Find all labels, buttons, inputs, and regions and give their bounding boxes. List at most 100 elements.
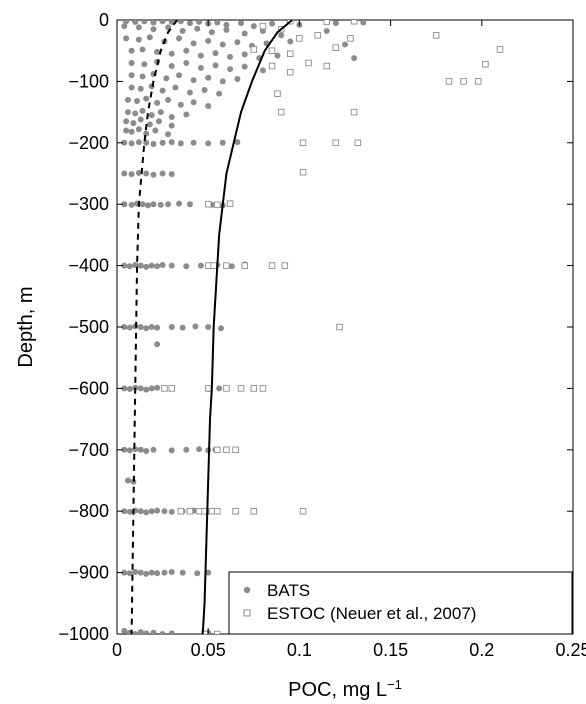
bats-point [234,39,241,46]
x-axis-title: POC, mg L−1 [288,677,402,702]
estoc-point [332,139,340,147]
bats-point [137,569,144,576]
bats-point [154,48,161,55]
estoc-point [299,169,307,176]
bats-point [143,170,150,177]
bats-point [130,120,137,127]
bats-point [176,72,183,79]
bats-point [228,263,235,270]
bats-point [205,74,212,81]
bats-point [124,109,131,116]
bats-point [219,78,226,85]
estoc-point [314,32,321,39]
bats-point [143,630,150,634]
bats-point [332,20,339,27]
bats-point [159,87,166,94]
bats-point [137,446,144,453]
bats-point [148,569,155,576]
bats-point [126,386,133,393]
estoc-point [445,78,453,85]
dashed-curve [130,19,178,635]
bats-point [154,384,161,391]
bats-point [168,63,175,70]
bats-point [128,128,135,135]
estoc-point [323,20,331,26]
bats-point [137,629,144,634]
x-tick-label: 0 [112,640,122,660]
bats-point [159,261,166,268]
estoc-point [274,90,281,97]
bats-point [227,66,234,73]
y-tick-label: −300 [68,194,109,214]
bats-point [126,508,133,515]
plot-area [116,19,574,635]
bats-point [121,139,128,146]
bats-point [150,171,157,178]
bats-point [238,20,245,27]
bats-point [137,385,144,392]
bats-point [124,96,131,103]
bats-point [183,47,190,54]
bats-point [216,385,223,392]
bats-point [177,20,184,25]
bats-point [135,169,142,176]
bats-point [168,262,175,269]
bats-point [148,508,155,515]
bats-point [208,29,215,36]
bats-point [139,73,146,80]
bats-point [123,35,130,42]
estoc-point [250,507,258,515]
bats-point [241,51,248,58]
bats-point [168,171,175,178]
bats-point [150,201,157,208]
bats-point [137,262,144,269]
legend-estoc-marker [243,609,251,617]
estoc-point [287,50,294,58]
legend-estoc-label: ESTOC (Neuer et al., 2007) [267,604,476,623]
bats-point [323,28,330,35]
bats-point [197,52,204,59]
bats-point [139,46,146,53]
bats-point [139,201,146,208]
bats-point [126,570,133,577]
bats-point [150,141,157,148]
bats-point [194,25,201,32]
bats-point [123,127,130,134]
bats-point [154,324,161,331]
bats-point [197,64,204,71]
bats-point [159,139,166,146]
bats-point [190,77,197,84]
bats-point [241,30,248,37]
bats-point [152,127,159,134]
bats-point [196,20,203,25]
bats-point [223,26,230,33]
y-tick-label: −500 [68,317,109,337]
bats-point [154,263,161,270]
estoc-point [204,200,212,208]
bats-point [214,20,221,26]
bats-point [121,446,128,453]
bats-point [177,140,184,147]
bats-point [143,509,150,516]
bats-point [154,99,161,106]
bats-point [139,107,146,114]
bats-point [234,139,241,146]
estoc-point [350,108,358,116]
bats-point [150,446,157,453]
bats-point [141,20,148,25]
bats-point [177,101,184,108]
bats-point [137,508,144,515]
bats-point [201,86,208,93]
estoc-point [336,323,343,331]
x-tick-label: 0.05 [191,640,226,660]
bats-point [342,41,348,48]
bats-point [165,96,172,103]
bats-point [259,67,266,74]
estoc-point [268,62,276,70]
bats-point [128,72,135,79]
bats-point [274,52,281,59]
estoc-point [299,139,307,147]
estoc-point [241,262,248,269]
estoc-point [210,262,217,269]
